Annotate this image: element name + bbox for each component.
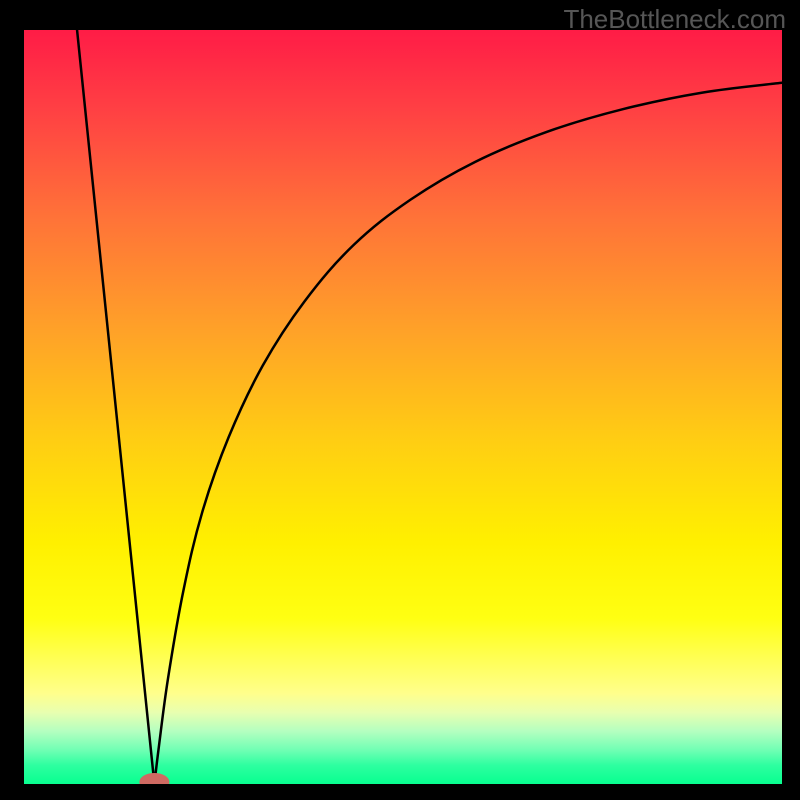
curve-layer: [24, 30, 782, 784]
chart-frame: [24, 30, 782, 784]
bottleneck-curve-left: [77, 30, 154, 784]
watermark-text: TheBottleneck.com: [563, 4, 786, 35]
bottleneck-curve-right: [154, 83, 782, 784]
plot-area: [24, 30, 782, 784]
optimal-point-marker: [139, 773, 169, 784]
